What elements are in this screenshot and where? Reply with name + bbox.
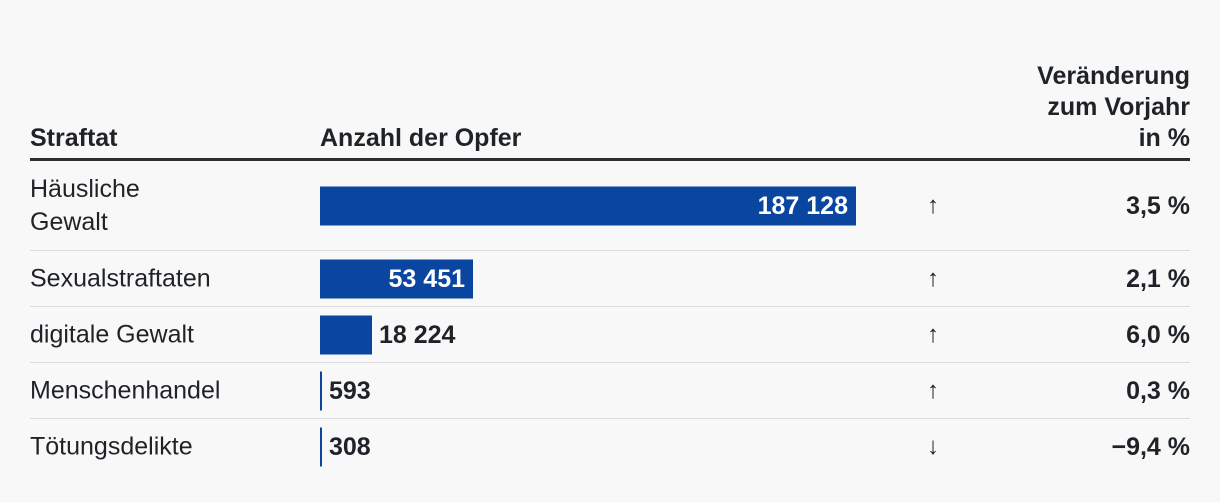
row-label: digitale Gewalt <box>30 320 194 348</box>
bar-area: 187 128 <box>320 161 880 250</box>
table-header: Straftat Anzahl der Opfer Veränderung zu… <box>30 54 1190 158</box>
table-row: Sexualstraftaten 53 451 ↑ 2,1 % <box>30 251 1190 307</box>
bar-value-label: 18 224 <box>379 320 456 349</box>
victims-table: Straftat Anzahl der Opfer Veränderung zu… <box>30 54 1190 474</box>
bar-area: 593 <box>320 363 880 418</box>
header-divider <box>30 158 1190 161</box>
change-value: 2,1 % <box>1126 264 1190 293</box>
arrow-up-icon: ↑ <box>927 320 939 348</box>
bar-area: 53 451 <box>320 251 880 306</box>
bar <box>320 186 856 225</box>
arrow-up-icon: ↑ <box>927 376 939 404</box>
bar <box>320 259 473 298</box>
row-label: Häusliche Gewalt <box>30 174 140 236</box>
arrow-up-icon: ↑ <box>927 191 939 219</box>
bar <box>320 371 322 410</box>
row-label: Sexualstraftaten <box>30 264 211 292</box>
header-change: Veränderung zum Vorjahr in % <box>1037 62 1190 152</box>
table-row: Menschenhandel 593 ↑ 0,3 % <box>30 363 1190 419</box>
table-body: Häusliche Gewalt 187 128 ↑ 3,5 % Sexualstraf… <box>30 161 1190 474</box>
change-value: 3,5 % <box>1126 191 1190 220</box>
arrow-down-icon: ↓ <box>927 432 939 460</box>
bar-value-label: 187 128 <box>757 191 848 220</box>
bar-area: 18 224 <box>320 307 880 362</box>
change-value: 6,0 % <box>1126 320 1190 349</box>
header-straftat: Straftat <box>30 124 118 152</box>
table-row: Tötungsdelikte 308 ↓ −9,4 % <box>30 419 1190 474</box>
change-value: 0,3 % <box>1126 376 1190 405</box>
bar <box>320 427 322 466</box>
bar <box>320 315 372 354</box>
row-label: Menschenhandel <box>30 376 221 404</box>
bar-value-label: 308 <box>329 432 371 461</box>
bar-value-label: 593 <box>329 376 371 405</box>
arrow-up-icon: ↑ <box>927 264 939 292</box>
change-value: −9,4 % <box>1111 432 1190 461</box>
table-row: digitale Gewalt 18 224 ↑ 6,0 % <box>30 307 1190 363</box>
bar-area: 308 <box>320 419 880 474</box>
header-anzahl: Anzahl der Opfer <box>320 124 522 152</box>
bar-value-label: 53 451 <box>388 264 465 293</box>
table-row: Häusliche Gewalt 187 128 ↑ 3,5 % <box>30 161 1190 251</box>
row-label: Tötungsdelikte <box>30 432 193 460</box>
